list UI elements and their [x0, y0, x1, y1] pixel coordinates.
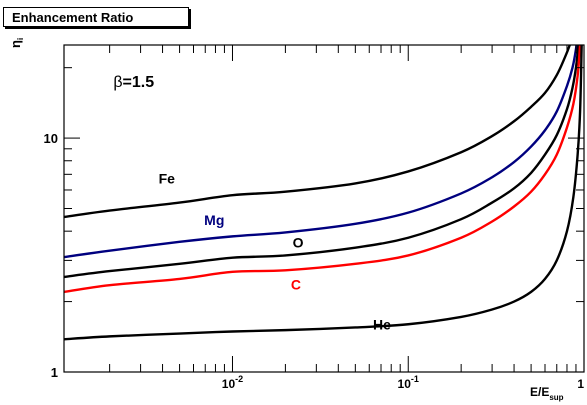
- beta-value: =1.5: [123, 74, 155, 91]
- x-tick-base: 1: [577, 377, 584, 391]
- series-line-c: [64, 45, 582, 294]
- y-tick-label: 1: [51, 365, 58, 380]
- y-tick-label: 10: [44, 131, 58, 146]
- series-label-fe: Fe: [159, 170, 176, 186]
- series-line-mg: [64, 45, 578, 259]
- series-label-he: He: [373, 316, 391, 332]
- x-axis-label: E/Esup: [530, 385, 564, 402]
- y-axis-label-subscript: i: [16, 38, 25, 40]
- x-axis-label-subscript: sup: [549, 393, 563, 402]
- beta-annotation: β=1.5: [113, 74, 154, 91]
- series-label-mg: Mg: [204, 212, 224, 228]
- beta-symbol: β: [113, 74, 122, 91]
- x-tick-label: 10-2: [222, 374, 243, 391]
- x-tick-base: 10: [398, 377, 412, 391]
- series-line-fe: [64, 45, 572, 219]
- series-label-o: O: [293, 235, 304, 251]
- x-tick-exponent: -1: [411, 374, 419, 384]
- x-tick-exponent: -2: [235, 374, 243, 384]
- series-group: [64, 45, 583, 341]
- y-axis-label: ηi: [8, 38, 25, 48]
- x-tick-label: 1: [577, 377, 584, 391]
- y-axis-label-main: η: [8, 40, 23, 48]
- series-line-he: [64, 45, 583, 341]
- plot-frame: [63, 44, 585, 373]
- chart-title: Enhancement Ratio: [3, 7, 189, 27]
- x-axis-label-main: E/E: [530, 385, 549, 399]
- series-label-c: C: [291, 277, 301, 293]
- x-tick-label: 10-1: [398, 374, 419, 391]
- x-tick-base: 10: [222, 377, 236, 391]
- series-line-o: [64, 45, 580, 279]
- axis-ticks: [64, 45, 585, 373]
